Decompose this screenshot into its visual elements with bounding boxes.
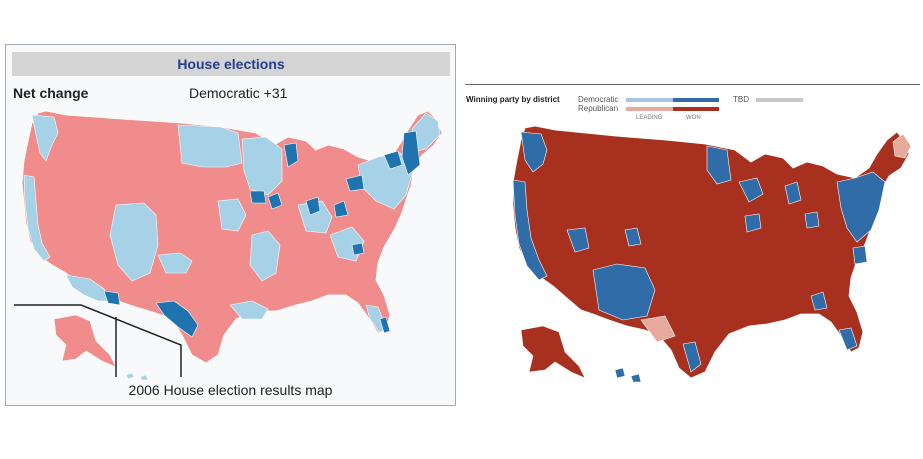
house-results-map-2006[interactable] (6, 105, 455, 380)
arizona-dem-pickup (103, 290, 121, 306)
pennsylvania-dem-pickup (345, 174, 365, 192)
texas-dem-pickup (155, 300, 199, 338)
georgia-dem-won (810, 291, 828, 311)
divider-line (465, 84, 920, 85)
infobox-title[interactable]: House elections (12, 52, 450, 76)
florida-dem-won (838, 327, 858, 351)
winning-party-legend: Winning party by district Democratic Rep… (466, 94, 816, 124)
northeast-dem-won (836, 171, 886, 243)
legend-title: Winning party by district (466, 95, 560, 104)
minnesota-dem-pickup (267, 192, 283, 210)
nevada-dem-won (566, 227, 590, 253)
legend-republican-label: Republican (578, 104, 619, 113)
legend-dem-leading-swatch (626, 98, 673, 102)
texas-rep-leading (640, 315, 676, 343)
florida-dem-pickup (379, 316, 391, 334)
legend-won-label: WON (686, 115, 701, 121)
winning-party-map[interactable] (495, 120, 923, 395)
west-coast-dem-strip (23, 174, 51, 262)
new-england-dem-pickup (401, 130, 421, 176)
arizona-new-mexico-dem-won (592, 263, 656, 321)
indiana-dem-pickup (305, 196, 321, 216)
colorado-dem-won (624, 227, 642, 247)
alaska-inset-frame (14, 304, 182, 377)
michigan-dem-won (784, 181, 802, 205)
net-change-label: Net change (13, 85, 89, 101)
legend-dem-won-swatch (673, 98, 719, 102)
kansas-missouri-dem-region (217, 198, 247, 232)
house-elections-infobox: House elections Net change Democratic +3… (5, 44, 456, 406)
texas-dem-won (682, 341, 702, 373)
maine-rep-leading (892, 133, 912, 159)
hawaii-dem-won (614, 367, 642, 383)
legend-democratic-label: Democratic (578, 95, 619, 104)
map-caption: 2006 House election results map (128, 382, 333, 398)
illinois-dem-won (744, 213, 762, 233)
texas-panhandle-dem-region (157, 252, 193, 274)
great-lakes-dem-won (738, 177, 764, 203)
minnesota-dem-won (706, 145, 732, 185)
hawaii-islands (125, 372, 149, 380)
ohio-dem-won (804, 211, 820, 229)
ohio-dem-pickup (333, 200, 349, 218)
legend-leading-label: LEADING (636, 115, 663, 121)
north-dakota-minnesota-dem-region (177, 124, 243, 168)
legend-tbd-swatch (756, 98, 803, 102)
midsouth-dem-region (249, 230, 281, 282)
wisconsin-dem-pickup (283, 142, 299, 168)
southern-california-dem-region (65, 274, 111, 302)
alaska-shape (53, 314, 117, 368)
net-change-value: Democratic +31 (189, 85, 288, 101)
north-carolina-dem-pickup (351, 242, 365, 256)
west-coast-dem-won (512, 179, 548, 281)
upper-midwest-dem-region (241, 136, 283, 196)
gulf-coast-dem-region (229, 300, 269, 320)
pacific-northwest-dem-region (31, 114, 59, 162)
legend-rep-leading-swatch (626, 107, 673, 111)
alaska-shape (520, 325, 586, 379)
new-york-dem-pickup (383, 150, 403, 170)
legend-rep-won-swatch (673, 107, 719, 111)
iowa-dem-pickup (249, 190, 267, 204)
colorado-new-mexico-dem-region (109, 202, 159, 282)
pacific-northwest-dem-won (520, 131, 548, 173)
legend-tbd-label: TBD (733, 95, 749, 104)
maryland-virginia-dem-won (852, 245, 868, 265)
